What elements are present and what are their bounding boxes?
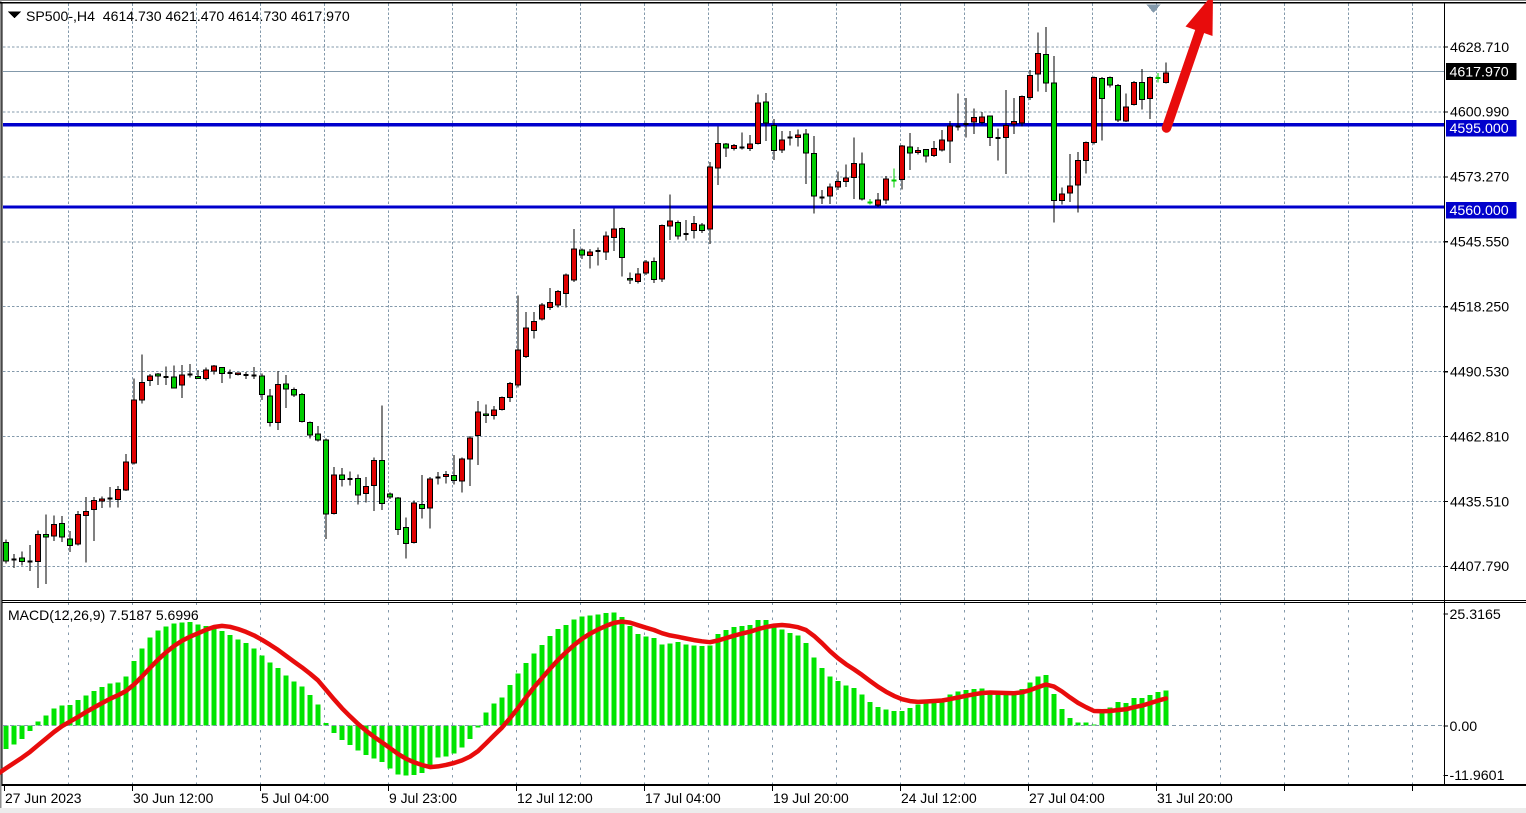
svg-text:4595.000: 4595.000 — [1450, 121, 1509, 137]
svg-text:5 Jul 04:00: 5 Jul 04:00 — [261, 790, 329, 806]
svg-text:30 Jun 12:00: 30 Jun 12:00 — [133, 790, 214, 806]
svg-text:24 Jul 12:00: 24 Jul 12:00 — [901, 790, 977, 806]
svg-text:0.00: 0.00 — [1450, 719, 1478, 735]
svg-text:4560.000: 4560.000 — [1450, 203, 1509, 219]
svg-text:12 Jul 12:00: 12 Jul 12:00 — [517, 790, 593, 806]
svg-text:9 Jul 23:00: 9 Jul 23:00 — [389, 790, 457, 806]
svg-text:4545.550: 4545.550 — [1450, 235, 1509, 251]
svg-text:4462.810: 4462.810 — [1450, 429, 1509, 445]
svg-text:25.3165: 25.3165 — [1450, 607, 1501, 623]
svg-text:MACD(12,26,9) 7.5187 5.6996: MACD(12,26,9) 7.5187 5.6996 — [8, 607, 199, 623]
svg-text:19 Jul 20:00: 19 Jul 20:00 — [773, 790, 849, 806]
svg-text:4435.510: 4435.510 — [1450, 494, 1509, 510]
svg-text:4518.250: 4518.250 — [1450, 300, 1509, 316]
svg-text:SP500-,H4 4614.730 4621.470 4: SP500-,H4 4614.730 4621.470 4614.730 461… — [26, 8, 350, 24]
svg-text:17 Jul 04:00: 17 Jul 04:00 — [645, 790, 721, 806]
svg-text:4628.710: 4628.710 — [1450, 40, 1509, 56]
svg-text:4617.970: 4617.970 — [1450, 64, 1509, 80]
svg-text:27 Jun 2023: 27 Jun 2023 — [5, 790, 82, 806]
svg-text:4573.270: 4573.270 — [1450, 170, 1509, 186]
svg-text:4600.990: 4600.990 — [1450, 105, 1509, 121]
svg-text:27 Jul 04:00: 27 Jul 04:00 — [1029, 790, 1105, 806]
svg-text:4407.790: 4407.790 — [1450, 559, 1509, 575]
svg-text:31 Jul 20:00: 31 Jul 20:00 — [1157, 790, 1233, 806]
svg-text:4490.530: 4490.530 — [1450, 365, 1509, 381]
svg-text:-11.9601: -11.9601 — [1450, 768, 1505, 784]
